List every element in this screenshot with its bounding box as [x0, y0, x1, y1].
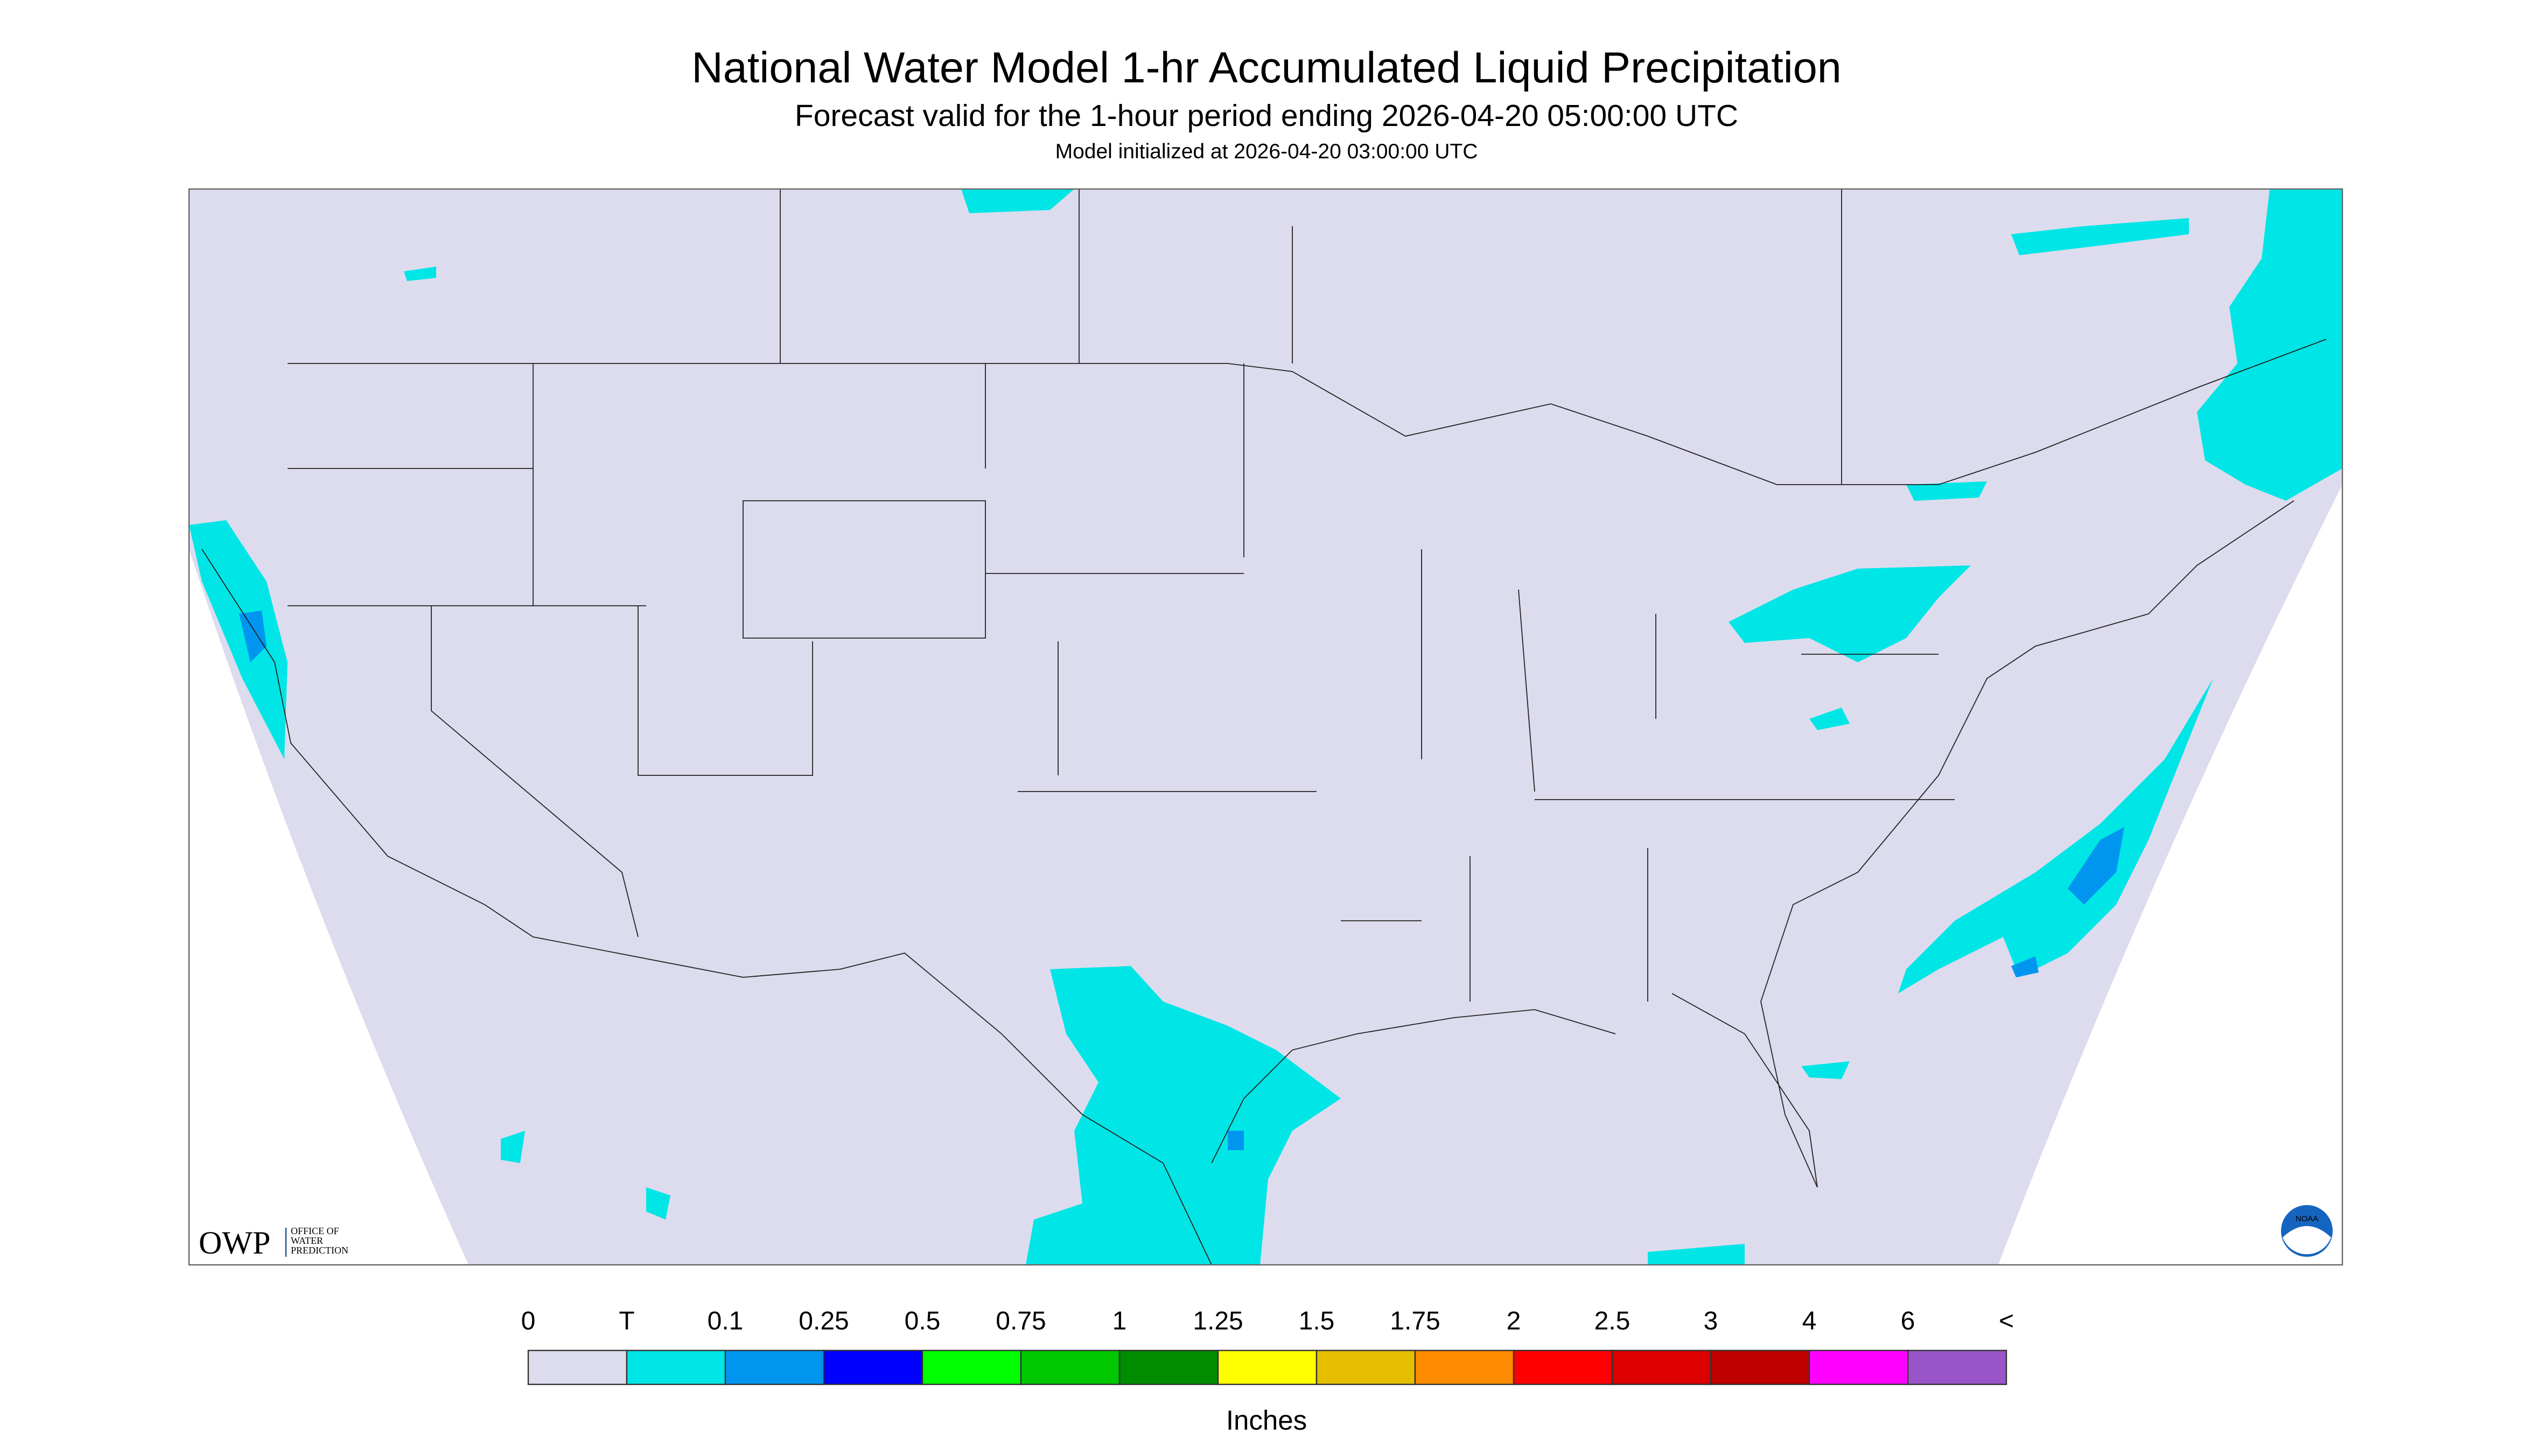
- colorbar-swatch: [1710, 1349, 1810, 1385]
- colorbar-swatch: [1513, 1349, 1613, 1385]
- colorbar-label: <: [1999, 1307, 2014, 1335]
- colorbar-label: T: [619, 1307, 634, 1335]
- colorbar-label: 2: [1507, 1307, 1521, 1335]
- owp-line: OFFICE OF: [291, 1226, 339, 1236]
- colorbar-label: 1: [1112, 1307, 1127, 1335]
- colorbar-label: 4: [1802, 1307, 1817, 1335]
- projection-edge: [1998, 485, 2342, 1265]
- noaa-text: NOAA: [2296, 1214, 2319, 1223]
- owp-line: PREDICTION: [291, 1245, 348, 1256]
- colorbar-label: 0: [521, 1307, 536, 1335]
- colorbar-swatch: [1217, 1349, 1318, 1385]
- colorbar-swatch: [921, 1349, 1022, 1385]
- colorbar-swatch: [823, 1349, 923, 1385]
- colorbar-label: 1.5: [1299, 1307, 1335, 1335]
- colorbar-swatch: [1020, 1349, 1121, 1385]
- colorbar-swatch: [1808, 1349, 1909, 1385]
- boundaries: [201, 189, 2327, 1265]
- owp-logo: OWP OFFICE OF WATER PREDICTION: [199, 1225, 348, 1261]
- colorbar-label: 0.5: [905, 1307, 941, 1335]
- colorbar-label: 1.25: [1193, 1307, 1243, 1335]
- colorbar-swatch: [527, 1349, 628, 1385]
- colorbar-swatch: [1118, 1349, 1219, 1385]
- owp-line: WATER: [291, 1235, 323, 1246]
- map: OWP OFFICE OF WATER PREDICTION NOAA: [188, 188, 2343, 1266]
- colorbar-swatch: [1907, 1349, 2007, 1385]
- precip-areas: [189, 189, 2342, 1265]
- colorbar-label: 1.75: [1390, 1307, 1440, 1335]
- noaa-wave: [2283, 1226, 2331, 1255]
- owp-text: OWP: [199, 1225, 270, 1261]
- colorbar-swatch: [626, 1349, 726, 1385]
- init-note: Model initialized at 2026-04-20 03:00:00…: [1055, 140, 1478, 163]
- colorbar-label: 2.5: [1594, 1307, 1631, 1335]
- colorbar-swatch: [1316, 1349, 1416, 1385]
- title: National Water Model 1-hr Accumulated Li…: [691, 44, 1842, 92]
- colorbar-label: 6: [1901, 1307, 1915, 1335]
- colorbar-label: 0.75: [996, 1307, 1046, 1335]
- colorbar-unit: Inches: [1226, 1405, 1307, 1436]
- colorbar: 0 T 0.1 0.25 0.5 0.75 1 1.25 1.5 1.75 2 2.5 3 4 6 <: [521, 1307, 2014, 1385]
- colorbar-swatch: [1414, 1349, 1515, 1385]
- subtitle: Forecast valid for the 1-hour period end…: [795, 99, 1738, 133]
- projection-edge: [189, 549, 468, 1265]
- colorbar-swatch: [1611, 1349, 1712, 1385]
- noaa-logo: NOAA: [2281, 1205, 2333, 1257]
- colorbar-label: 3: [1704, 1307, 1718, 1335]
- precip-heavier: [239, 611, 2124, 1151]
- colorbar-label: 0.25: [799, 1307, 849, 1335]
- colorbar-swatch: [724, 1349, 825, 1385]
- colorbar-label: 0.1: [708, 1307, 744, 1335]
- map-frame: [188, 188, 2343, 1266]
